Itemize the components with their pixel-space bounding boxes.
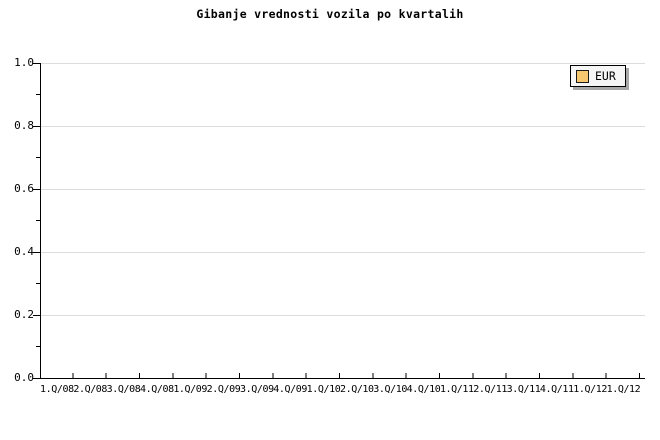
y-tick-label: 0.2 xyxy=(14,308,34,321)
x-tick-label: 2.Q/08 xyxy=(73,384,108,395)
x-tick-label: 3.Q/09 xyxy=(239,384,274,395)
x-tick-label: 1.Q/12 xyxy=(573,384,607,395)
legend-label-eur: EUR xyxy=(595,69,616,83)
x-tick-label: 1.Q/08 xyxy=(40,384,74,395)
x-tick-label: 4.Q/10 xyxy=(406,384,441,395)
x-tick-label: 4.Q/11 xyxy=(539,384,574,395)
x-tick-label: 3.Q/08 xyxy=(106,384,141,395)
horizontal-gridlines xyxy=(40,63,645,316)
legend-box: EUR xyxy=(570,65,626,87)
x-axis-ticks xyxy=(40,373,640,378)
x-axis-labels: 1.Q/08 2.Q/08 3.Q/08 4.Q/08 1.Q/09 2.Q/0… xyxy=(40,384,641,396)
chart-title: Gibanje vrednosti vozila po kvartalih xyxy=(196,7,464,21)
x-tick-label: 1.Q/12 xyxy=(606,384,641,395)
y-tick-label: 0.0 xyxy=(14,371,34,384)
x-tick-label: 1.Q/10 xyxy=(306,384,341,395)
x-tick-label: 1.Q/11 xyxy=(439,384,474,395)
y-tick-label: 0.6 xyxy=(14,182,34,195)
x-tick-label: 1.Q/09 xyxy=(173,384,208,395)
legend-swatch-eur xyxy=(576,69,589,83)
x-tick-label: 4.Q/09 xyxy=(273,384,308,395)
y-axis-minor-ticks xyxy=(36,94,40,348)
x-tick-label: 2.Q/09 xyxy=(206,384,241,395)
x-tick-label: 2.Q/10 xyxy=(339,384,374,395)
y-tick-label: 0.4 xyxy=(14,245,34,258)
y-tick-label: 1.0 xyxy=(14,56,34,69)
x-tick-label: 3.Q/11 xyxy=(506,384,541,395)
y-axis-line xyxy=(40,63,41,379)
x-tick-label: 2.Q/11 xyxy=(473,384,507,395)
x-axis-line xyxy=(40,378,645,379)
x-tick-label: 4.Q/08 xyxy=(139,384,174,395)
x-tick-label: 3.Q/10 xyxy=(373,384,408,395)
y-tick-label: 0.8 xyxy=(14,119,34,132)
